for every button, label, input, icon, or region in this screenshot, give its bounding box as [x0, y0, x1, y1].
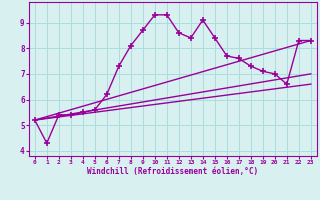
X-axis label: Windchill (Refroidissement éolien,°C): Windchill (Refroidissement éolien,°C) [87, 167, 258, 176]
